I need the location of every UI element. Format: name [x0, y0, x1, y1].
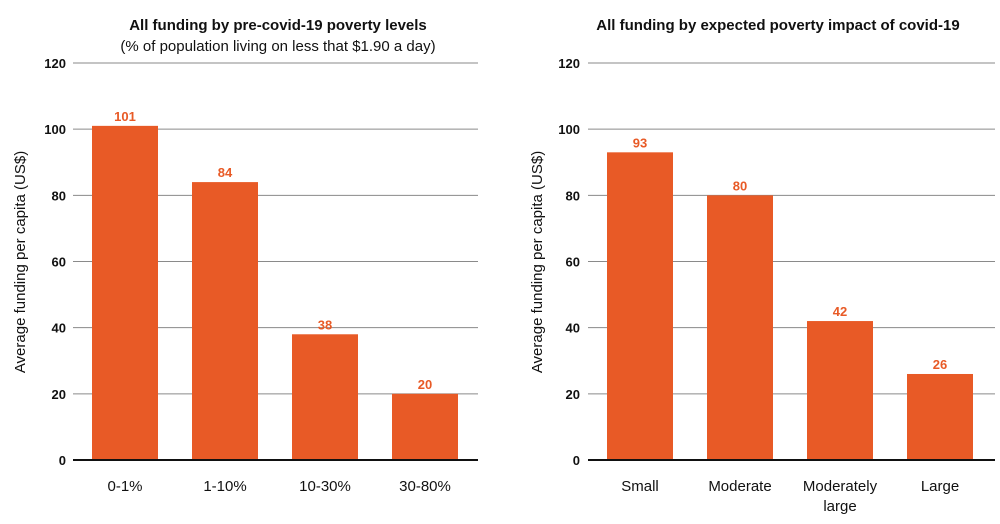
- bar-large: [907, 373, 973, 460]
- y-tick-label: 0: [573, 453, 580, 468]
- y-tick-label: 100: [558, 122, 580, 137]
- data-label: 42: [833, 304, 847, 319]
- x-tick-label: 30-80%: [399, 478, 451, 495]
- y-tick-label: 60: [52, 255, 66, 270]
- y-tick-label: 0: [59, 453, 66, 468]
- y-tick-label: 120: [558, 56, 580, 71]
- y-tick-label: 100: [44, 122, 66, 137]
- data-label: 80: [733, 178, 747, 193]
- data-label: 84: [218, 165, 233, 180]
- x-tick-label: 0-1%: [107, 478, 142, 495]
- data-label: 101: [114, 109, 136, 124]
- y-tick-label: 20: [52, 387, 66, 402]
- y-tick-label: 60: [566, 255, 580, 270]
- y-tick-label: 40: [566, 321, 580, 336]
- y-tick-label: 20: [566, 387, 580, 402]
- data-label: 38: [318, 317, 332, 332]
- bar-10-30-: [292, 334, 358, 460]
- chart-1-title: All funding by pre-covid-19 poverty leve…: [129, 17, 427, 34]
- chart-2-title: All funding by expected poverty impact o…: [596, 17, 959, 34]
- x-tick-label: Moderate: [708, 478, 771, 495]
- data-label: 93: [633, 135, 647, 150]
- bar-moderate: [707, 195, 773, 461]
- x-tick-label: Small: [621, 478, 659, 495]
- chart-1-subtitle: (% of population living on less that $1.…: [120, 38, 435, 55]
- bar-moderately-large: [807, 321, 873, 460]
- x-tick-label: Moderately large: [803, 478, 878, 515]
- y-tick-label: 80: [566, 188, 580, 203]
- data-label: 20: [418, 377, 432, 392]
- bar-small: [607, 152, 673, 460]
- y-tick-label: 40: [52, 321, 66, 336]
- bar-0-1-: [92, 125, 158, 460]
- chart-1-y-axis-label: Average funding per capita (US$): [12, 151, 29, 373]
- y-tick-label: 80: [52, 188, 66, 203]
- bar-1-10-: [192, 182, 258, 460]
- x-tick-label: 10-30%: [299, 478, 351, 495]
- bar-30-80-: [392, 393, 458, 460]
- x-tick-label: 1-10%: [203, 478, 246, 495]
- y-tick-label: 120: [44, 56, 66, 71]
- chart-2-y-axis-label: Average funding per capita (US$): [529, 151, 546, 373]
- x-tick-label: Large: [921, 478, 959, 495]
- data-label: 26: [933, 357, 947, 372]
